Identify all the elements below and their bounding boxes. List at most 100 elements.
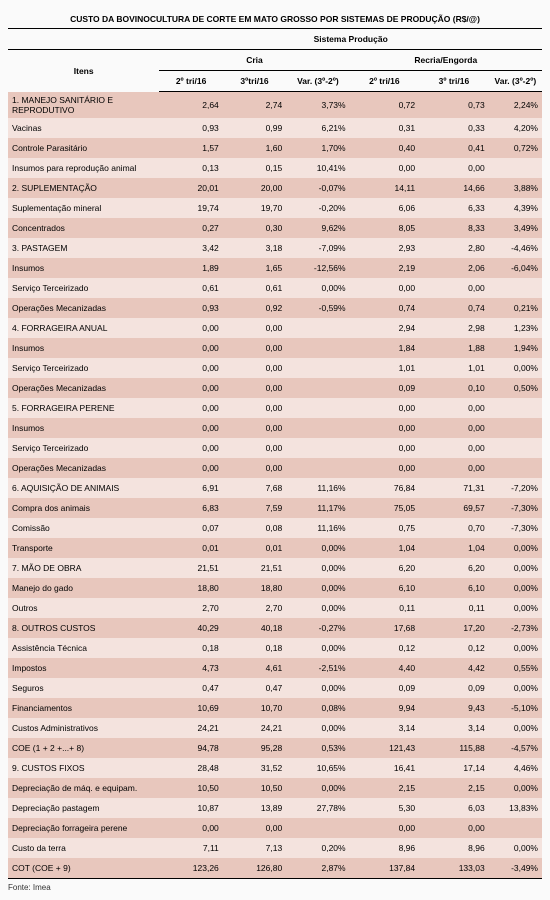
cell-value: 2,15: [419, 778, 489, 798]
row-label: Impostos: [8, 658, 159, 678]
cell-value: 24,21: [159, 718, 222, 738]
cell-value: -4,57%: [489, 738, 542, 758]
cell-value: [286, 438, 349, 458]
cell-value: 20,01: [159, 178, 222, 198]
row-label: Operações Mecanizadas: [8, 458, 159, 478]
cell-value: 7,68: [223, 478, 286, 498]
cell-value: [489, 818, 542, 838]
cell-value: 2,06: [419, 258, 489, 278]
cell-value: 10,41%: [286, 158, 349, 178]
cell-value: 0,00%: [489, 678, 542, 698]
row-label: Outros: [8, 598, 159, 618]
table-row: Compra dos animais6,837,5911,17%75,0569,…: [8, 498, 542, 518]
cell-value: 2,70: [159, 598, 222, 618]
table-row: Depreciação pastagem10,8713,8927,78%5,30…: [8, 798, 542, 818]
cell-value: 13,89: [223, 798, 286, 818]
row-label: Depreciação forrageira perene: [8, 818, 159, 838]
cell-value: 0,21%: [489, 298, 542, 318]
cell-value: 6,06: [350, 198, 420, 218]
cell-value: 2,15: [350, 778, 420, 798]
cell-value: 76,84: [350, 478, 420, 498]
cell-value: 0,00%: [286, 578, 349, 598]
cell-value: 0,00: [159, 378, 222, 398]
cell-value: 0,13: [159, 158, 222, 178]
table-row: 2. SUPLEMENTAÇÃO20,0120,00-0,07%14,1114,…: [8, 178, 542, 198]
cell-value: [286, 418, 349, 438]
cell-value: 3,18: [223, 238, 286, 258]
col-c5: 3º tri/16: [419, 71, 489, 92]
cell-value: 0,75: [350, 518, 420, 538]
cell-value: 17,68: [350, 618, 420, 638]
cell-value: [286, 398, 349, 418]
cell-value: 0,00%: [286, 778, 349, 798]
cell-value: -5,10%: [489, 698, 542, 718]
page-title: CUSTO DA BOVINOCULTURA DE CORTE EM MATO …: [8, 8, 542, 28]
cell-value: 71,31: [419, 478, 489, 498]
cell-value: 0,50%: [489, 378, 542, 398]
cell-value: 2,70: [223, 598, 286, 618]
cell-value: 10,65%: [286, 758, 349, 778]
cell-value: 1,60: [223, 138, 286, 158]
cell-value: -6,04%: [489, 258, 542, 278]
cell-value: 0,00: [223, 398, 286, 418]
cell-value: 3,14: [350, 718, 420, 738]
cell-value: 0,00: [350, 398, 420, 418]
cell-value: 0,99: [223, 118, 286, 138]
cell-value: 133,03: [419, 858, 489, 879]
cell-value: 0,00%: [489, 718, 542, 738]
cell-value: 0,00: [159, 438, 222, 458]
cell-value: 0,11: [419, 598, 489, 618]
row-label: Financiamentos: [8, 698, 159, 718]
cell-value: [489, 438, 542, 458]
cell-value: 0,00: [419, 458, 489, 478]
cell-value: [286, 378, 349, 398]
cell-value: 0,00: [223, 458, 286, 478]
table-row: Depreciação de máq. e equipam.10,5010,50…: [8, 778, 542, 798]
cell-value: [489, 418, 542, 438]
cell-value: 0,00%: [286, 278, 349, 298]
cell-value: 1,57: [159, 138, 222, 158]
cell-value: 0,00%: [286, 558, 349, 578]
cell-value: 6,10: [419, 578, 489, 598]
cell-value: 10,87: [159, 798, 222, 818]
cell-value: 4,42: [419, 658, 489, 678]
cell-value: 1,84: [350, 338, 420, 358]
cell-value: 3,42: [159, 238, 222, 258]
cell-value: 13,83%: [489, 798, 542, 818]
row-label: Comissão: [8, 518, 159, 538]
cell-value: [286, 818, 349, 838]
cell-value: 1,65: [223, 258, 286, 278]
cell-value: 4,73: [159, 658, 222, 678]
cell-value: 2,74: [223, 92, 286, 118]
table-row: Vacinas0,930,996,21%0,310,334,20%: [8, 118, 542, 138]
cell-value: [489, 398, 542, 418]
cell-value: 0,00%: [489, 598, 542, 618]
table-row: Insumos0,000,000,000,00: [8, 418, 542, 438]
row-label: Insumos: [8, 258, 159, 278]
cell-value: 7,13: [223, 838, 286, 858]
table-row: Financiamentos10,6910,700,08%9,949,43-5,…: [8, 698, 542, 718]
cell-value: 95,28: [223, 738, 286, 758]
cell-value: 0,00: [223, 338, 286, 358]
cell-value: 24,21: [223, 718, 286, 738]
table-row: Depreciação forrageira perene0,000,000,0…: [8, 818, 542, 838]
cell-value: 21,51: [159, 558, 222, 578]
header-cria: Cria: [159, 50, 349, 71]
cell-value: 4,39%: [489, 198, 542, 218]
cell-value: 0,12: [419, 638, 489, 658]
col-c6: Var. (3º-2º): [489, 71, 542, 92]
table-row: Insumos1,891,65-12,56%2,192,06-6,04%: [8, 258, 542, 278]
cell-value: 17,14: [419, 758, 489, 778]
cell-value: 2,80: [419, 238, 489, 258]
row-label: Depreciação de máq. e equipam.: [8, 778, 159, 798]
cell-value: 4,61: [223, 658, 286, 678]
cell-value: 0,18: [223, 638, 286, 658]
cell-value: 0,08%: [286, 698, 349, 718]
cell-value: 4,20%: [489, 118, 542, 138]
row-label: Suplementação mineral: [8, 198, 159, 218]
cell-value: 0,01: [223, 538, 286, 558]
cell-value: 0,00: [223, 818, 286, 838]
cell-value: 31,52: [223, 758, 286, 778]
row-label: Compra dos animais: [8, 498, 159, 518]
cell-value: 16,41: [350, 758, 420, 778]
